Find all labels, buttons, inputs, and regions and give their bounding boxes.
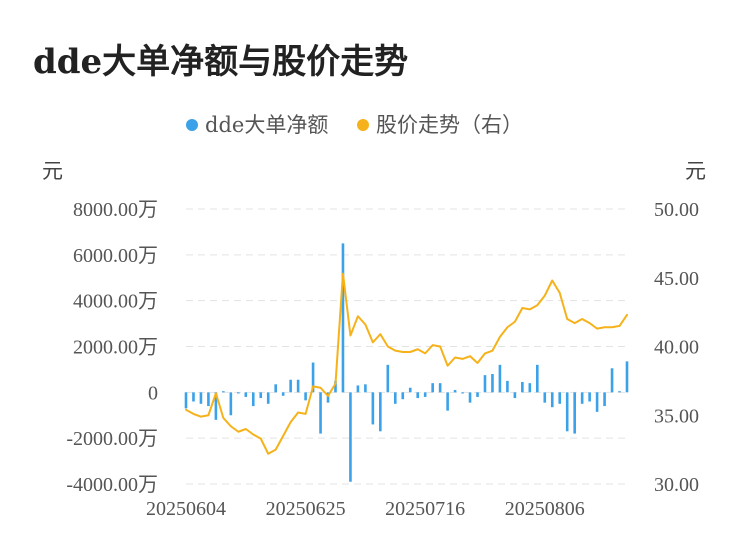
- dde-bar[interactable]: [618, 391, 621, 393]
- left-axis-ticks: -4000.00万 -2000.00万 0 2000.00万 4000.00万 6000.…: [66, 199, 158, 496]
- dde-bar[interactable]: [543, 392, 547, 403]
- x-tick-label: 20250716: [385, 498, 465, 520]
- dde-bar[interactable]: [334, 380, 337, 393]
- dde-bar[interactable]: [364, 384, 367, 393]
- dde-bar[interactable]: [341, 243, 345, 393]
- dde-bar[interactable]: [476, 392, 479, 397]
- dde-bar[interactable]: [565, 392, 569, 432]
- dde-bar[interactable]: [625, 361, 629, 393]
- legend-marker-dde: [186, 119, 198, 131]
- dde-bar[interactable]: [244, 392, 248, 397]
- dde-bar[interactable]: [386, 364, 390, 393]
- dde-bar[interactable]: [356, 385, 360, 393]
- right-tick-label: 50.00: [654, 199, 699, 221]
- legend: dde大单净额 股价走势（右）: [186, 113, 523, 137]
- left-tick-label: 8000.00万: [73, 199, 158, 221]
- x-axis-ticks: 20250604 20250625 20250716 20250806: [146, 498, 585, 520]
- left-tick-label: -4000.00万: [66, 474, 158, 496]
- dde-bar[interactable]: [237, 392, 240, 394]
- legend-label-price[interactable]: 股价走势（右）: [376, 113, 523, 137]
- right-tick-label: 30.00: [654, 474, 699, 496]
- dde-bar[interactable]: [528, 383, 532, 393]
- right-tick-label: 45.00: [654, 268, 699, 290]
- x-tick-label: 20250806: [505, 498, 585, 520]
- dde-bar[interactable]: [536, 364, 539, 393]
- dde-bar[interactable]: [580, 392, 584, 404]
- dde-bar[interactable]: [214, 392, 218, 420]
- dde-bar[interactable]: [192, 392, 195, 402]
- dde-bar[interactable]: [498, 364, 502, 393]
- dde-bar[interactable]: [431, 383, 434, 393]
- dde-bar[interactable]: [423, 392, 427, 397]
- dde-bar[interactable]: [266, 392, 270, 404]
- dde-bar[interactable]: [550, 392, 554, 408]
- price-line-layer: [185, 272, 628, 455]
- dde-bar[interactable]: [453, 390, 457, 393]
- dde-bar[interactable]: [438, 383, 442, 393]
- dde-bar[interactable]: [483, 375, 487, 393]
- dde-bar[interactable]: [199, 392, 203, 404]
- dde-bar[interactable]: [558, 392, 562, 404]
- dde-bar[interactable]: [595, 392, 599, 412]
- dde-bar[interactable]: [603, 392, 606, 407]
- dde-bar[interactable]: [296, 379, 300, 393]
- right-axis-unit: 元: [685, 159, 706, 183]
- dde-bar[interactable]: [207, 392, 210, 407]
- dde-bar[interactable]: [259, 392, 263, 399]
- dde-bar[interactable]: [468, 392, 472, 403]
- dde-bar[interactable]: [319, 392, 322, 434]
- dde-bar[interactable]: [281, 392, 285, 396]
- legend-marker-price: [357, 119, 369, 131]
- dde-bar[interactable]: [304, 392, 307, 401]
- right-tick-label: 35.00: [654, 405, 699, 427]
- right-axis-ticks: 30.00 35.00 40.00 45.00 50.00: [654, 199, 699, 496]
- dde-bar[interactable]: [349, 392, 352, 482]
- dde-bar[interactable]: [274, 384, 277, 393]
- left-tick-label: 4000.00万: [73, 291, 158, 313]
- dde-bar[interactable]: [408, 387, 412, 393]
- dde-bar[interactable]: [573, 392, 576, 434]
- left-tick-label: 2000.00万: [73, 337, 158, 359]
- right-tick-label: 40.00: [654, 337, 699, 359]
- left-tick-label: 0: [148, 382, 158, 404]
- dde-bar[interactable]: [184, 392, 188, 409]
- left-axis-unit: 元: [42, 159, 63, 183]
- dde-bar[interactable]: [393, 392, 397, 404]
- dde-bar[interactable]: [401, 392, 405, 400]
- price-line[interactable]: [185, 272, 628, 455]
- dde-bar[interactable]: [461, 392, 464, 394]
- dde-bar[interactable]: [251, 392, 255, 407]
- dde-bar[interactable]: [521, 382, 524, 393]
- dde-bar[interactable]: [229, 392, 233, 416]
- dde-bars: [184, 243, 629, 482]
- dde-bar[interactable]: [513, 392, 517, 399]
- x-tick-label: 20250604: [146, 498, 226, 520]
- legend-label-dde[interactable]: dde大单净额: [205, 113, 328, 137]
- left-tick-label: 6000.00万: [73, 245, 158, 267]
- x-tick-label: 20250625: [266, 498, 346, 520]
- dde-bar[interactable]: [326, 392, 330, 403]
- dde-bar[interactable]: [311, 362, 315, 393]
- dde-bar[interactable]: [371, 392, 375, 425]
- dde-bar[interactable]: [446, 392, 449, 411]
- dde-bar[interactable]: [289, 379, 292, 393]
- dde-bar[interactable]: [416, 392, 420, 399]
- grid-lines: [186, 208, 627, 485]
- dde-bar[interactable]: [610, 368, 614, 393]
- dde-bar[interactable]: [379, 392, 382, 432]
- dde-bar[interactable]: [491, 374, 494, 393]
- dde-bar[interactable]: [222, 391, 225, 393]
- chart-title: dde大单净额与股价走势: [33, 42, 409, 82]
- dde-bar[interactable]: [506, 380, 509, 393]
- dde-bar[interactable]: [588, 392, 591, 402]
- left-tick-label: -2000.00万: [66, 428, 158, 450]
